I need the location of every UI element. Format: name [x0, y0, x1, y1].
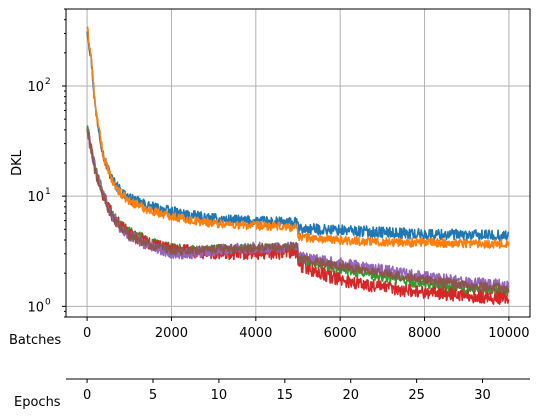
secondary-x-tick-label: 20 — [342, 388, 359, 403]
secondary-x-tick-label: 30 — [474, 388, 491, 403]
secondary-x-tick-label: 10 — [211, 388, 228, 403]
y-tick-label: 10 — [27, 300, 44, 315]
series-lines — [86, 26, 510, 305]
plot-frame — [65, 8, 531, 318]
y-tick-label: 10 — [27, 190, 44, 205]
x-tick-label: 6000 — [324, 326, 357, 341]
x-tick-label: 0 — [83, 326, 91, 341]
secondary-x-tick-label: 0 — [83, 388, 91, 403]
y-tick-exponent: 2 — [45, 77, 51, 87]
y-tick-exponent: 0 — [45, 297, 51, 307]
x-tick-label: 4000 — [239, 326, 272, 341]
secondary-x-axis-label: Epochs — [14, 395, 61, 410]
y-tick-label: 10 — [27, 80, 44, 95]
y-axis-label: DKL — [10, 149, 25, 176]
series-line — [86, 31, 510, 242]
secondary-x-tick-label: 15 — [277, 388, 294, 403]
y-tick-exponent: 1 — [45, 187, 51, 197]
x-tick-label: 10000 — [488, 326, 529, 341]
series-line — [86, 129, 510, 294]
series-line — [86, 26, 510, 249]
secondary-x-tick-label: 25 — [408, 388, 425, 403]
secondary-x-tick-label: 5 — [149, 388, 157, 403]
x-tick-label: 8000 — [408, 326, 441, 341]
x-tick-label: 2000 — [155, 326, 188, 341]
x-axis-label: Batches — [9, 333, 61, 348]
grid-lines — [66, 9, 530, 317]
